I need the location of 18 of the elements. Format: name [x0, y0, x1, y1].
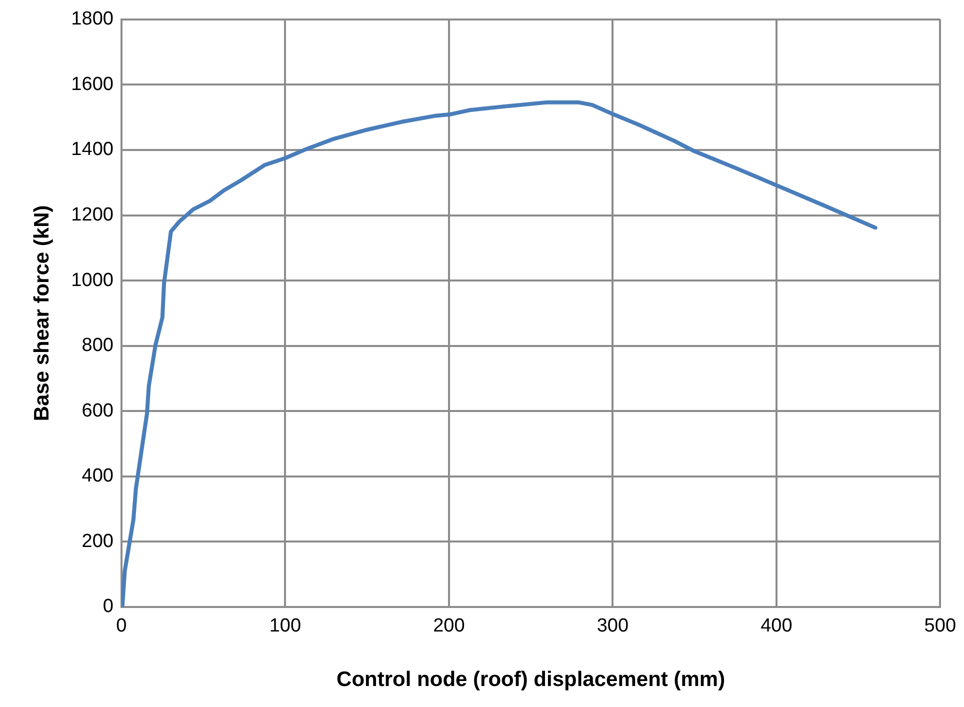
y-tick-label: 200 [82, 530, 114, 552]
x-tick-label: 100 [269, 616, 302, 637]
y-tick-label: 1400 [71, 139, 114, 160]
y-tick-label: 1600 [71, 74, 114, 95]
x-axis-title: Control node (roof) displacement (mm) [336, 668, 726, 692]
y-tick-label: 1200 [71, 204, 114, 226]
x-tick-label: 500 [924, 616, 956, 637]
x-tick-label: 200 [433, 616, 465, 637]
y-tick-label: 1000 [71, 270, 114, 291]
x-tick-label: 0 [116, 616, 127, 637]
y-tick-label: 600 [82, 400, 114, 422]
y-tick-label: 400 [82, 466, 114, 487]
x-tick-label: 400 [760, 616, 792, 637]
y-tick-label: 0 [102, 596, 114, 618]
y-axis-title: Base shear force (kN) [30, 205, 54, 422]
x-tick-label: 300 [596, 616, 629, 637]
y-tick-label: 1800 [71, 8, 114, 30]
y-tick-label: 800 [82, 335, 114, 356]
